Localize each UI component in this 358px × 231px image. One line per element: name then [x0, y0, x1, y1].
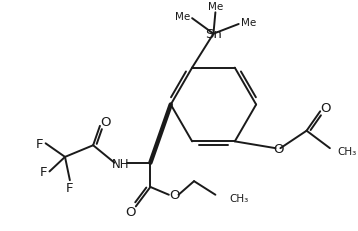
Text: NH: NH	[112, 158, 129, 170]
Text: O: O	[125, 205, 135, 218]
Text: O: O	[273, 142, 284, 155]
Text: F: F	[66, 182, 74, 195]
Text: O: O	[320, 101, 330, 114]
Text: O: O	[169, 188, 180, 201]
Text: Sn: Sn	[205, 28, 222, 41]
Text: F: F	[40, 165, 47, 178]
Text: F: F	[36, 137, 44, 150]
Text: O: O	[101, 116, 111, 129]
Text: Me: Me	[241, 18, 256, 28]
Text: CH₃: CH₃	[338, 146, 357, 156]
Text: Me: Me	[208, 2, 223, 12]
Text: CH₃: CH₃	[229, 193, 248, 203]
Text: Me: Me	[175, 12, 190, 22]
